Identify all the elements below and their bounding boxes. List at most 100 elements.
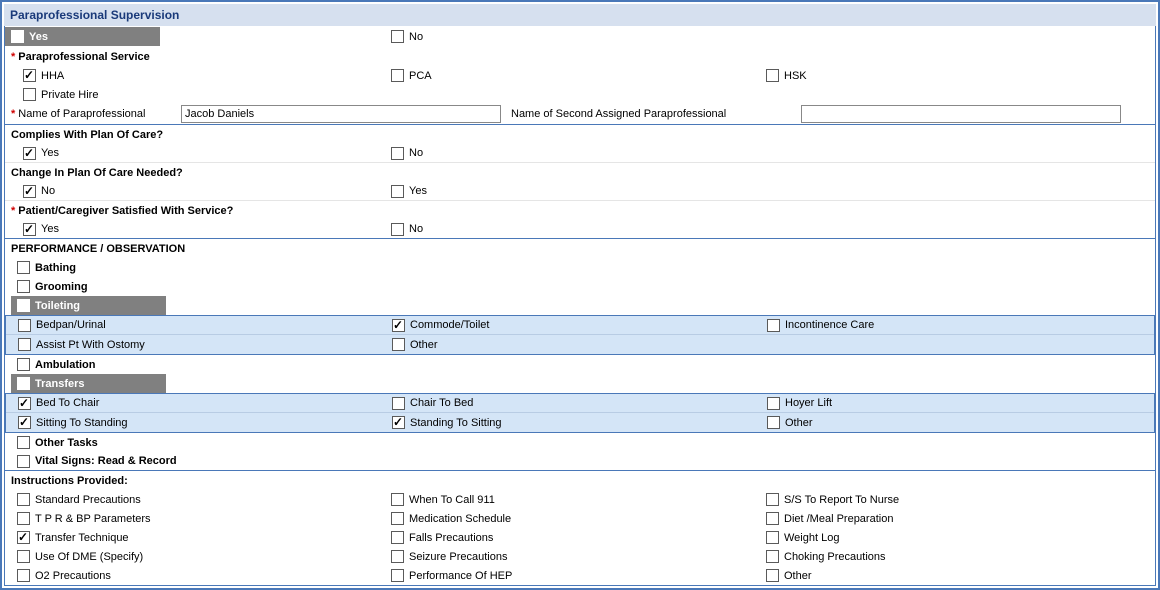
chair-to-bed-checkbox[interactable]: [392, 397, 405, 410]
label: Bedpan/Urinal: [36, 319, 106, 331]
falls-checkbox[interactable]: [391, 531, 404, 544]
name-label: Name of Paraprofessional: [18, 108, 145, 120]
vitals-checkbox[interactable]: [17, 455, 30, 468]
label: Vital Signs: Read & Record: [35, 455, 177, 467]
std-prec-checkbox[interactable]: [17, 493, 30, 506]
label: No: [409, 147, 423, 159]
service-heading: Paraprofessional Service: [18, 51, 149, 63]
bedpan-checkbox[interactable]: [18, 319, 31, 332]
paraprofessional-name-input[interactable]: [181, 105, 501, 123]
complies-heading: Complies With Plan Of Care?: [11, 129, 163, 141]
toileting-other-checkbox[interactable]: [392, 338, 405, 351]
change-row: No Yes: [5, 182, 1155, 201]
instr-other-checkbox[interactable]: [766, 569, 779, 582]
label: Performance Of HEP: [409, 570, 512, 582]
seizure-checkbox[interactable]: [391, 550, 404, 563]
stand-to-sit-checkbox[interactable]: [392, 416, 405, 429]
label: Diet /Meal Preparation: [784, 513, 893, 525]
ambulation-checkbox[interactable]: [17, 358, 30, 371]
label: Choking Precautions: [784, 551, 886, 563]
ss-report-checkbox[interactable]: [766, 493, 779, 506]
hoyer-checkbox[interactable]: [767, 397, 780, 410]
supervision-no-checkbox[interactable]: [391, 30, 404, 43]
when-911-checkbox[interactable]: [391, 493, 404, 506]
label: O2 Precautions: [35, 570, 111, 582]
diet-checkbox[interactable]: [766, 512, 779, 525]
service-row1: HHA PCA HSK: [5, 66, 1155, 85]
label: Seizure Precautions: [409, 551, 507, 563]
transfers-toggle[interactable]: Transfers: [11, 374, 166, 393]
label: T P R & BP Parameters: [35, 513, 151, 525]
service-heading-row: * Paraprofessional Service: [5, 47, 1155, 66]
label: Ambulation: [35, 359, 96, 371]
dme-checkbox[interactable]: [17, 550, 30, 563]
transfer-tech-checkbox[interactable]: [17, 531, 30, 544]
instr-row5: O2 Precautions Performance Of HEP Other: [5, 566, 1155, 585]
supervision-row: Yes No: [5, 26, 1155, 47]
satisfied-heading: Patient/Caregiver Satisfied With Service…: [18, 205, 233, 217]
label: Bed To Chair: [36, 397, 99, 409]
sit-to-stand-checkbox[interactable]: [18, 416, 31, 429]
change-yes-checkbox[interactable]: [391, 185, 404, 198]
instr-row4: Use Of DME (Specify) Seizure Precautions…: [5, 547, 1155, 566]
bed-to-chair-checkbox[interactable]: [18, 397, 31, 410]
label: Yes: [29, 31, 48, 43]
label: Weight Log: [784, 532, 839, 544]
label: Hoyer Lift: [785, 397, 832, 409]
change-no-checkbox[interactable]: [23, 185, 36, 198]
label: Sitting To Standing: [36, 417, 128, 429]
commode-checkbox[interactable]: [392, 319, 405, 332]
label: Yes: [41, 223, 59, 235]
satisfied-no-checkbox[interactable]: [391, 223, 404, 236]
bathing-row: Bathing: [5, 258, 1155, 277]
instr-row1: Standard Precautions When To Call 911 S/…: [5, 490, 1155, 509]
complies-yes-checkbox[interactable]: [23, 147, 36, 160]
change-heading-row: Change In Plan Of Care Needed?: [5, 163, 1155, 182]
o2-checkbox[interactable]: [17, 569, 30, 582]
complies-row: Yes No: [5, 144, 1155, 163]
pca-checkbox[interactable]: [391, 69, 404, 82]
toileting-row2: Assist Pt With Ostomy Other: [6, 335, 1154, 354]
weight-checkbox[interactable]: [766, 531, 779, 544]
instructions-heading: Instructions Provided:: [5, 471, 1155, 490]
label: No: [409, 31, 423, 43]
label: Other Tasks: [35, 437, 98, 449]
checkbox-icon: [11, 30, 24, 43]
label: HHA: [41, 70, 64, 82]
change-heading: Change In Plan Of Care Needed?: [11, 167, 183, 179]
toileting-header-row: Toileting: [5, 296, 1155, 315]
second-paraprofessional-name-input[interactable]: [801, 105, 1121, 123]
other-tasks-checkbox[interactable]: [17, 436, 30, 449]
label: Toileting: [35, 300, 80, 312]
toileting-toggle[interactable]: Toileting: [11, 296, 166, 315]
incontinence-checkbox[interactable]: [767, 319, 780, 332]
name-row: * Name of Paraprofessional Name of Secon…: [5, 104, 1155, 125]
bathing-checkbox[interactable]: [17, 261, 30, 274]
label: Commode/Toilet: [410, 319, 489, 331]
transfers-other-checkbox[interactable]: [767, 416, 780, 429]
complies-no-checkbox[interactable]: [391, 147, 404, 160]
hsk-checkbox[interactable]: [766, 69, 779, 82]
ambulation-row: Ambulation: [5, 355, 1155, 374]
label: Chair To Bed: [410, 397, 473, 409]
label: When To Call 911: [409, 494, 495, 506]
choking-checkbox[interactable]: [766, 550, 779, 563]
form-body: Yes No * Paraprofessional Service HHA PC…: [4, 26, 1156, 586]
label: No: [41, 185, 55, 197]
vitals-row: Vital Signs: Read & Record: [5, 452, 1155, 471]
complies-heading-row: Complies With Plan Of Care?: [5, 125, 1155, 144]
required-marker: *: [11, 205, 15, 217]
hha-checkbox[interactable]: [23, 69, 36, 82]
label: Standing To Sitting: [410, 417, 502, 429]
private-hire-checkbox[interactable]: [23, 88, 36, 101]
hep-checkbox[interactable]: [391, 569, 404, 582]
ostomy-checkbox[interactable]: [18, 338, 31, 351]
performance-heading: PERFORMANCE / OBSERVATION: [5, 239, 1155, 258]
grooming-checkbox[interactable]: [17, 280, 30, 293]
med-sched-checkbox[interactable]: [391, 512, 404, 525]
tpr-bp-checkbox[interactable]: [17, 512, 30, 525]
label: S/S To Report To Nurse: [784, 494, 899, 506]
label: Bathing: [35, 262, 76, 274]
supervision-yes-option[interactable]: Yes: [5, 27, 160, 46]
satisfied-yes-checkbox[interactable]: [23, 223, 36, 236]
